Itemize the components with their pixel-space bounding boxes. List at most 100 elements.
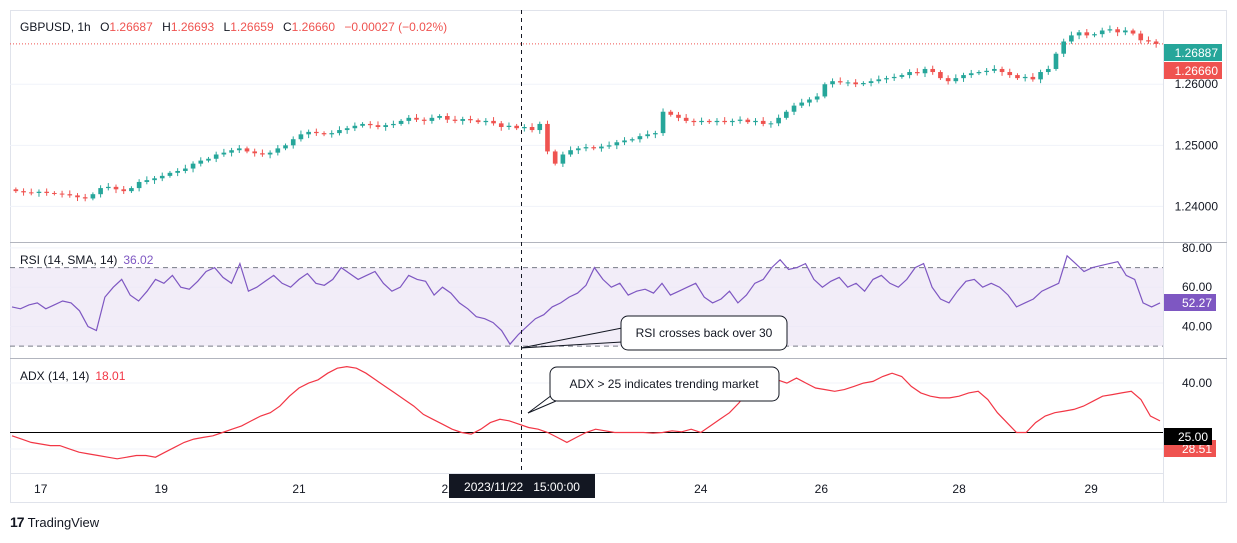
candle-body <box>152 178 157 181</box>
candle-body <box>1123 30 1128 33</box>
candle-body <box>899 75 905 77</box>
candle-body <box>1092 34 1097 36</box>
candle-body <box>391 123 396 126</box>
candle-body <box>945 78 951 82</box>
candle-body <box>814 96 820 100</box>
price-axis[interactable]: 1.24000 1.25000 1.26000 <box>1175 77 1219 213</box>
price-tick-label: 1.25000 <box>1175 138 1219 152</box>
price-badge-high-bg <box>1164 44 1222 61</box>
candle-body <box>28 192 34 194</box>
candle-body <box>514 125 519 129</box>
time-axis[interactable]: 17 19 21 22 24 26 28 29 <box>34 482 1098 496</box>
candle-body <box>845 82 851 84</box>
candle-body <box>144 180 150 182</box>
candle-body <box>891 76 897 79</box>
candle-body <box>730 120 735 123</box>
candle-body <box>67 194 73 196</box>
candle-body <box>768 123 774 125</box>
candle-body <box>329 133 335 135</box>
candle-body <box>753 120 758 123</box>
adx-callout-box <box>549 366 780 402</box>
candle-body <box>853 82 858 85</box>
candle-body <box>136 181 142 189</box>
candle-body <box>113 186 119 190</box>
candle-body <box>483 120 489 123</box>
candle-body <box>545 123 550 152</box>
price-badge-close-bg <box>1164 62 1222 79</box>
time-tick-label: 24 <box>694 482 708 496</box>
rsi-callout[interactable]: RSI crosses back over 30 <box>520 315 788 351</box>
candle-body <box>383 125 388 127</box>
tradingview-branding[interactable]: 17 TradingView <box>10 514 99 530</box>
adx-legend: ADX (14, 14) 18.01 <box>20 369 126 383</box>
adx-callout[interactable]: ADX > 25 indicates trending market <box>527 366 780 414</box>
rsi-callout-leader-top <box>520 327 623 349</box>
candle-body <box>861 83 866 85</box>
candle-body <box>868 81 874 84</box>
candle-body <box>121 189 127 192</box>
legend-close: 1.26660 <box>292 20 336 34</box>
candle-body <box>1061 41 1067 54</box>
legend-open: 1.26687 <box>109 20 153 34</box>
candle-body <box>1146 40 1151 42</box>
adx-tick-label: 40.00 <box>1182 376 1212 390</box>
candle-body <box>606 145 612 147</box>
candle-body <box>283 145 288 149</box>
rsi-layer <box>11 254 1161 346</box>
rsi-badge: 52.27 <box>1182 296 1212 310</box>
candle-body <box>398 120 404 124</box>
candle-body <box>306 131 311 135</box>
rsi-legend-title: RSI (14, SMA, 14) <box>20 253 117 267</box>
legend-change: −0.00027 (−0.02%) <box>344 20 447 34</box>
candle-body <box>460 119 466 121</box>
candle-body <box>267 152 273 155</box>
candle-body <box>676 114 681 118</box>
candle-body <box>791 105 797 112</box>
candle-body <box>930 68 936 73</box>
candle-body <box>683 117 689 121</box>
adx-badge: 28.51 <box>1182 442 1212 456</box>
candle-body <box>876 79 882 82</box>
candle-body <box>59 193 65 195</box>
legend-symbol: GBPUSD <box>20 20 71 34</box>
time-tick-label: 19 <box>155 482 169 496</box>
legend-interval: 1h <box>77 20 90 34</box>
candle-body <box>999 68 1005 73</box>
candle-body <box>244 148 250 152</box>
adx-legend-title: ADX (14, 14) <box>20 369 89 383</box>
adx-callout-leader-bottom <box>527 400 557 414</box>
rsi-badge-bg <box>1164 294 1216 311</box>
candle-body <box>645 134 650 137</box>
candle-body <box>275 148 281 153</box>
candle-body <box>213 154 219 159</box>
price-badge-high: 1.26887 <box>1175 46 1219 60</box>
rsi-legend: RSI (14, SMA, 14) 36.02 <box>20 253 154 267</box>
legend-high: 1.26693 <box>171 20 215 34</box>
candle-body <box>938 72 943 79</box>
rsi-axis[interactable]: 40.00 60.00 80.00 <box>1182 241 1212 334</box>
candle-body <box>1007 72 1013 76</box>
legend-h-label: H <box>162 20 171 34</box>
candle-body <box>922 68 928 74</box>
candle-body <box>298 134 304 140</box>
rsi-legend-value: 36.02 <box>123 253 153 267</box>
candle-body <box>290 139 296 146</box>
candle-body <box>452 119 458 121</box>
candle-body <box>475 120 481 123</box>
candle-body <box>367 123 373 126</box>
candle-body <box>653 133 658 135</box>
rsi-tick-label: 80.00 <box>1182 241 1212 255</box>
candle-body <box>159 175 165 179</box>
time-tick-label: 26 <box>815 482 829 496</box>
candle-body <box>837 81 843 83</box>
candle-body <box>745 119 751 123</box>
candle-body <box>737 119 743 121</box>
crosshair-time-badge: 2023/11/22 15:00:00 <box>464 480 580 494</box>
candle-body <box>52 192 57 194</box>
candle-body <box>637 136 643 140</box>
candle-body <box>129 188 134 192</box>
candle-body <box>1099 30 1105 35</box>
candle-body <box>206 158 211 161</box>
candle-body <box>198 160 204 164</box>
